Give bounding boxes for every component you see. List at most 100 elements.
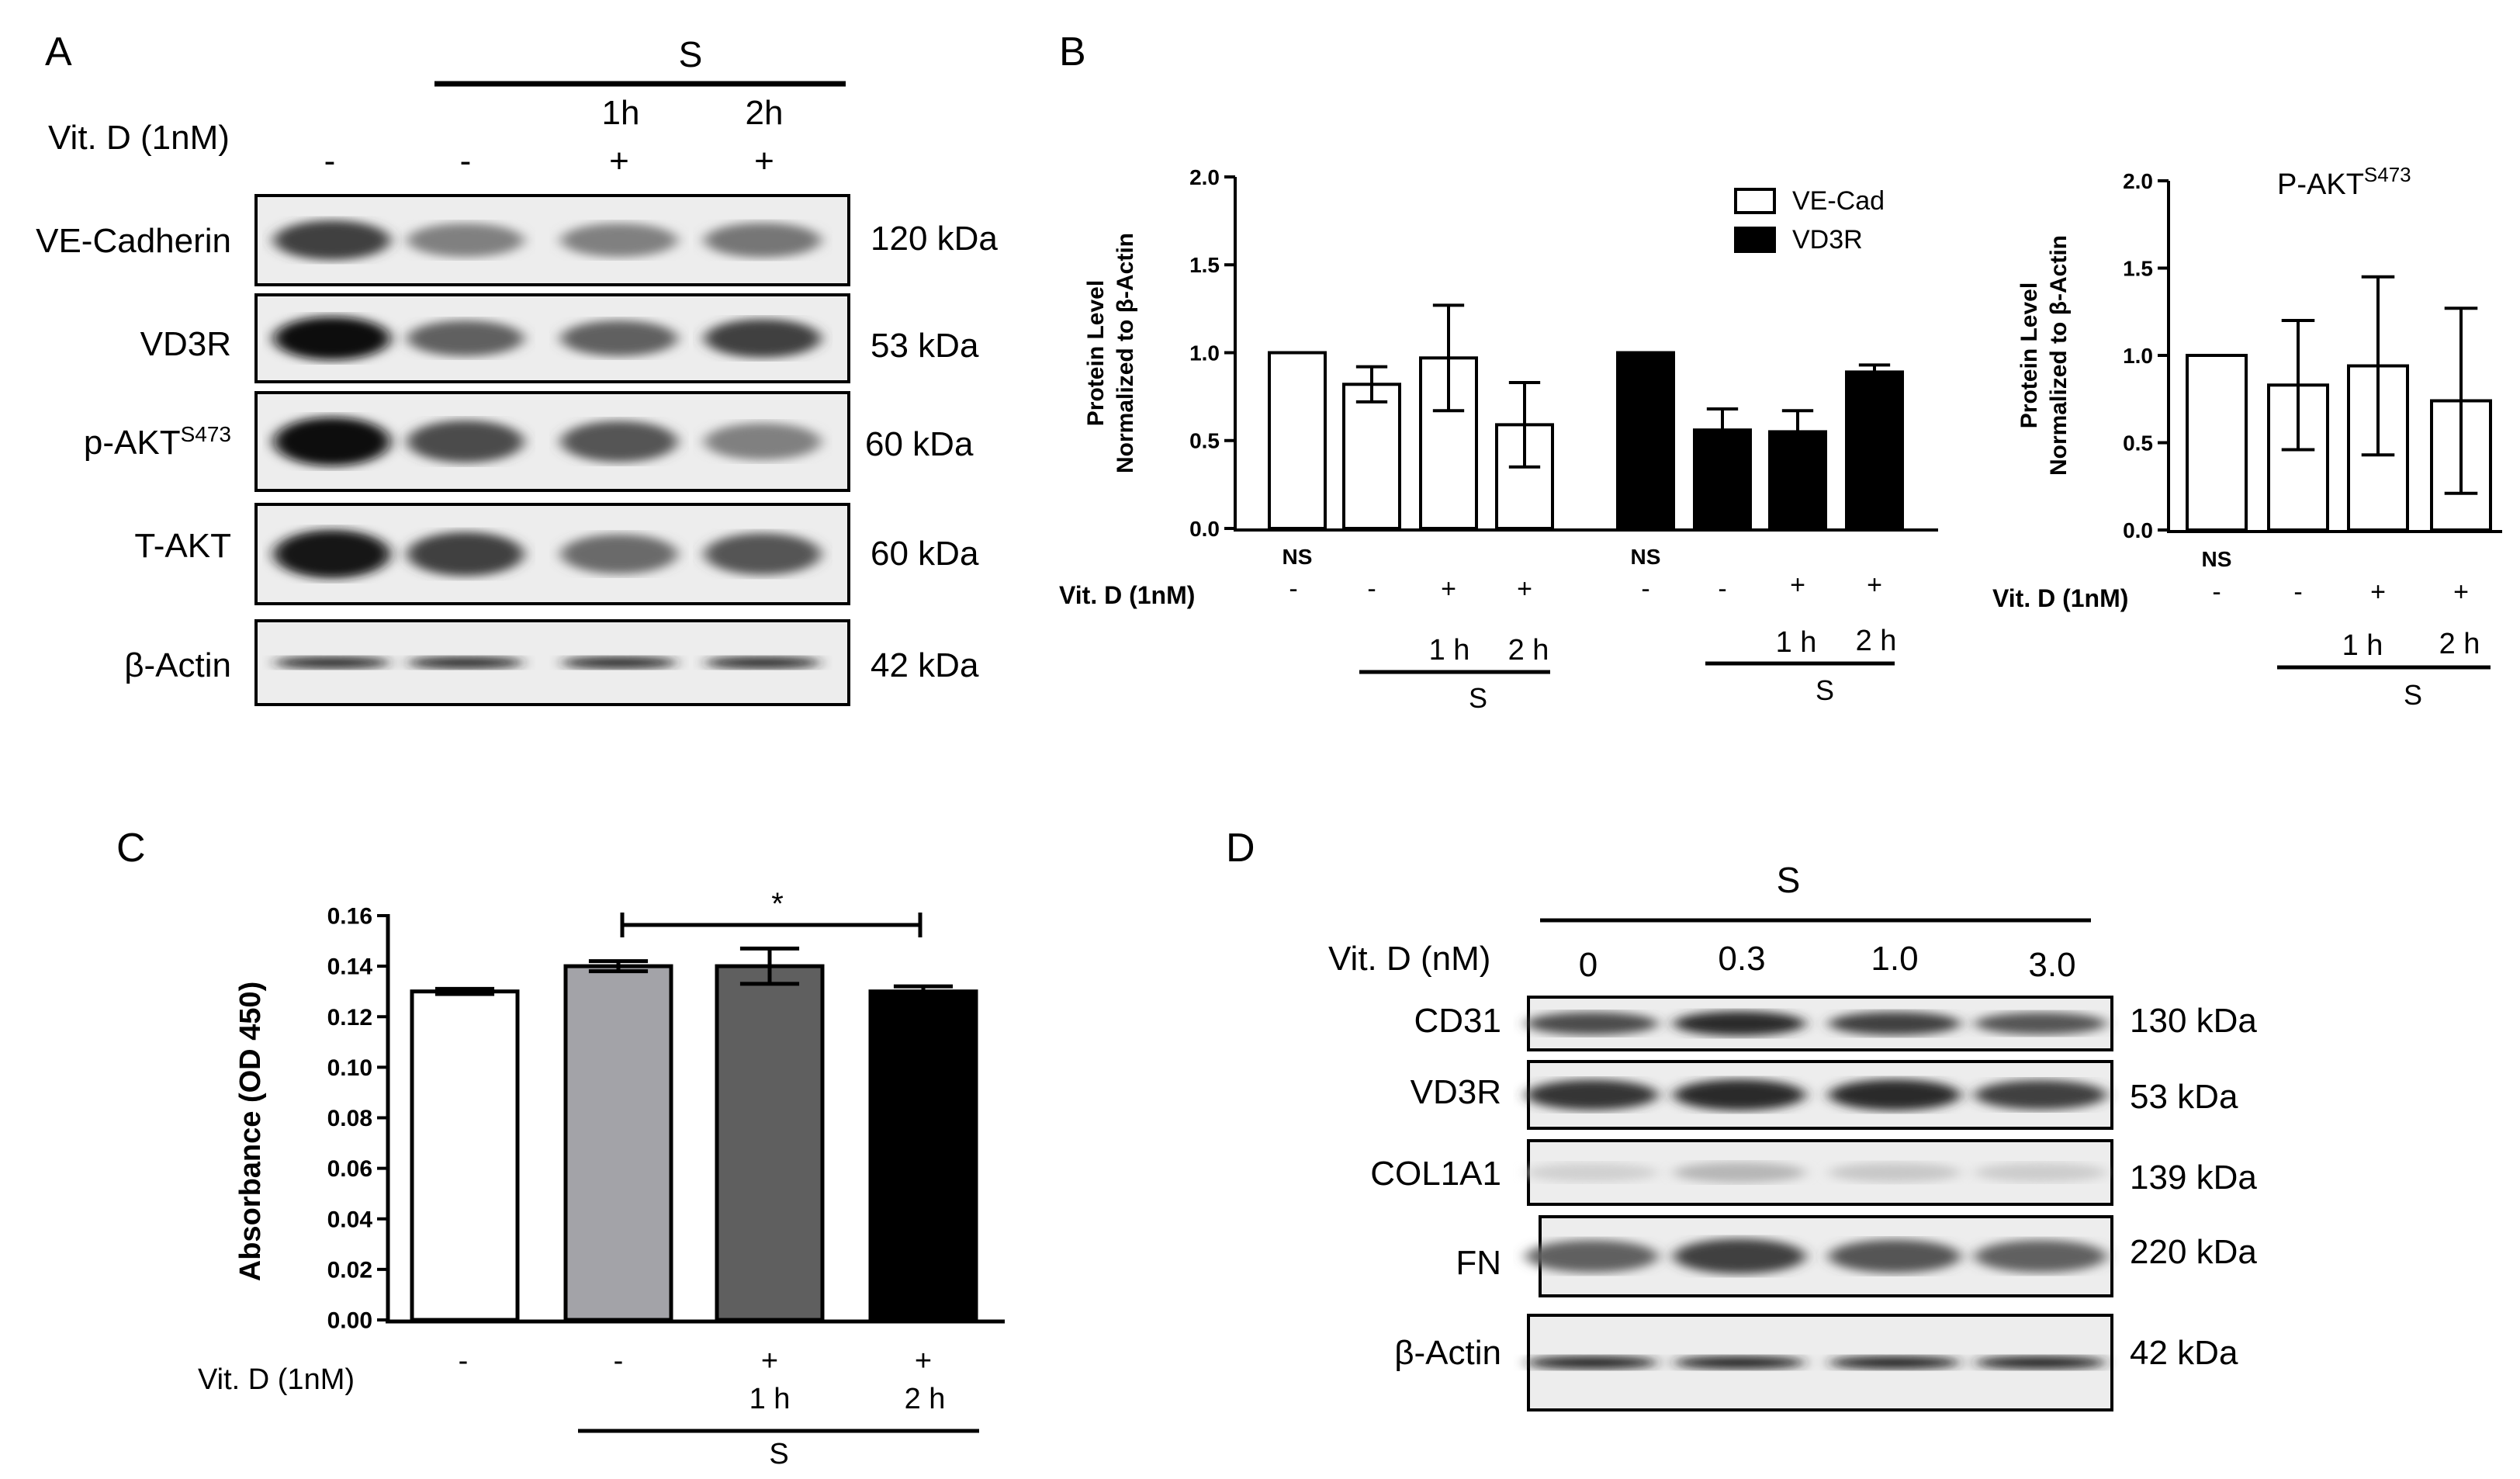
panel-b-letter: B: [1059, 29, 1086, 74]
panel-d-blot-band: [1526, 1162, 1658, 1183]
chart-1-y-tick-label: 2.0: [1189, 165, 1220, 189]
panel-c-y-tick-label: 0.14: [327, 954, 373, 980]
blot-label-cd31: CD31: [1414, 1002, 1502, 1040]
blot-label-fn: FN: [1456, 1244, 1501, 1282]
panel-a-blot-band: [561, 534, 677, 574]
panel-c-y-tick-label: 0.00: [327, 1308, 372, 1334]
significance-star: *: [771, 887, 784, 921]
chart-2-time-1h: 1 h: [2342, 629, 2383, 662]
panel-b: B Protein Level Normalized to β-Actin 0.…: [1059, 29, 2502, 714]
panel-c: C Absorbance (OD 450) 0.000.020.040.060.…: [116, 826, 1005, 1470]
panel-c-bar: [715, 964, 825, 1322]
panel-b-chart-1: Protein Level Normalized to β-Actin 0.00…: [1059, 165, 1938, 714]
chart-2-treatment-label: Vit. D (1nM): [1992, 584, 2128, 612]
blot-label-vd3r: VD3R: [1411, 1073, 1501, 1111]
blot-size-col1a1: 139 kDa: [2130, 1159, 2257, 1197]
chart-2-time-2h: 2 h: [2439, 628, 2480, 660]
panel-d-blot-band: [1526, 1079, 1658, 1110]
blot-size-fn: 220 kDa: [2130, 1233, 2257, 1271]
chart-1-ve-cad-bar: [1342, 383, 1401, 530]
chart-2-sign: -: [2293, 577, 2302, 607]
panel-a-time-2h: 2h: [746, 94, 784, 132]
panel-d-blot-band: [1975, 1239, 2106, 1273]
chart-1-time-1h: 1 h: [1429, 634, 1470, 667]
chart-1-sign: -: [1641, 574, 1649, 604]
panel-c-y-tick-label: 0.04: [327, 1207, 373, 1232]
panel-c-time-2h: 2 h: [905, 1383, 946, 1415]
panel-c-s-label: S: [769, 1438, 788, 1470]
chart-2-y-tick-label: 1.5: [2123, 256, 2153, 280]
panel-c-sign: +: [761, 1345, 778, 1377]
panel-c-y-tick-label: 0.12: [327, 1005, 372, 1030]
chart-2-ylabel-2: Normalized to β-Actin: [2046, 235, 2072, 476]
chart-2-sign: +: [2370, 577, 2386, 607]
panel-d-blots: [1526, 996, 2113, 1411]
chart-1-sign: -: [1367, 574, 1376, 604]
chart-1-s-label: S: [1469, 682, 1487, 714]
panel-d: D S Vit. D (nM) 0 0.3 1.0 3.0 CD31 VD3R …: [1226, 826, 2257, 1411]
chart-2-y-tick-label: 0.0: [2123, 518, 2153, 542]
blot-size-beta-actin: 42 kDa: [2130, 1334, 2238, 1372]
chart-1-time-2h: 2 h: [1856, 625, 1897, 657]
chart-2-y-ticks: 0.0 0.5 1.0 1.5 2.0: [2123, 169, 2169, 542]
panel-d-blot-band: [1975, 1162, 2106, 1183]
panel-d-blot-band: [1674, 1079, 1805, 1111]
chart-1-sign: -: [1718, 574, 1726, 604]
chart-1-s-label: S: [1816, 674, 1834, 706]
chart-2-sign: +: [2453, 577, 2469, 607]
panel-a-s-label: S: [679, 34, 703, 74]
panel-c-y-tick-label: 0.10: [327, 1055, 372, 1081]
chart-1-sign: +: [1517, 574, 1532, 604]
panel-a-blot-band: [704, 223, 821, 258]
panel-a-blot-band: [407, 420, 524, 463]
panel-d-treatment-label: Vit. D (nM): [1328, 940, 1490, 978]
panel-c-y-tick-label: 0.02: [327, 1257, 372, 1283]
panel-a-blot-band: [274, 317, 390, 360]
blot-label-col1a1: COL1A1: [1370, 1155, 1501, 1193]
legend-label-ve-cad: VE-Cad: [1792, 186, 1885, 216]
chart-1-vd3r-bar: [1845, 370, 1904, 531]
blot-size-vd3r: 53 kDa: [871, 327, 979, 365]
chart-2-y-tick-label: 0.5: [2123, 431, 2153, 455]
panel-a-blot-band: [274, 529, 390, 579]
blot-size-ve-cadherin: 120 kDa: [871, 220, 998, 258]
panel-d-blot-band: [1975, 1356, 2106, 1370]
panel-d-blot-band: [1975, 1012, 2106, 1035]
chart-2-bar: [2186, 354, 2248, 532]
panel-d-blot-band: [1674, 1011, 1805, 1036]
panel-d-dose: 1.0: [1871, 940, 1918, 978]
panel-a-treatment-label: Vit. D (1nM): [48, 119, 230, 157]
panel-a-blot-band: [407, 320, 524, 357]
panel-a-blot-band: [274, 220, 390, 261]
chart-2-sign: -: [2212, 577, 2221, 607]
panel-a-sign: -: [460, 142, 472, 180]
panel-a-sign: -: [324, 142, 336, 180]
blot-label-vd3r: VD3R: [140, 325, 231, 363]
chart-1-time-1h: 1 h: [1776, 626, 1817, 659]
panel-d-s-label: S: [1777, 860, 1801, 900]
panel-c-treatment-label: Vit. D (1nM): [198, 1363, 355, 1396]
panel-c-y-tick-label: 0.16: [327, 904, 372, 930]
chart-2-y-tick-label: 1.0: [2123, 344, 2153, 368]
panel-c-bars: [410, 946, 978, 1322]
chart-1-time-2h: 2 h: [1508, 634, 1549, 667]
chart-2-xlabel-ns: NS: [2202, 547, 2232, 571]
chart-1-sign: +: [1867, 570, 1882, 600]
panel-c-y-tick-label: 0.06: [327, 1156, 372, 1182]
panel-d-dose: 3.0: [2028, 946, 2075, 984]
chart-1-ylabel-1: Protein Level: [1083, 280, 1109, 426]
blot-size-p-akt: 60 kDa: [865, 425, 974, 463]
panel-c-bar: [563, 964, 673, 1322]
panel-d-letter: D: [1226, 826, 1255, 871]
blot-label-ve-cadherin: VE-Cadherin: [36, 222, 231, 260]
panel-a-sign: +: [754, 142, 774, 180]
chart-1-xlabel-ns: NS: [1282, 545, 1313, 569]
panel-d-blot-band: [1975, 1079, 2106, 1110]
panel-a-blot-band: [704, 319, 821, 358]
panel-c-sign: -: [459, 1345, 469, 1377]
panel-a-time-1h: 1h: [602, 94, 640, 132]
panel-a-blot-band: [704, 656, 821, 669]
panel-c-sign: +: [915, 1345, 932, 1377]
panel-a-blot-band: [704, 532, 821, 576]
chart-1-vd3r-bar: [1616, 351, 1675, 530]
